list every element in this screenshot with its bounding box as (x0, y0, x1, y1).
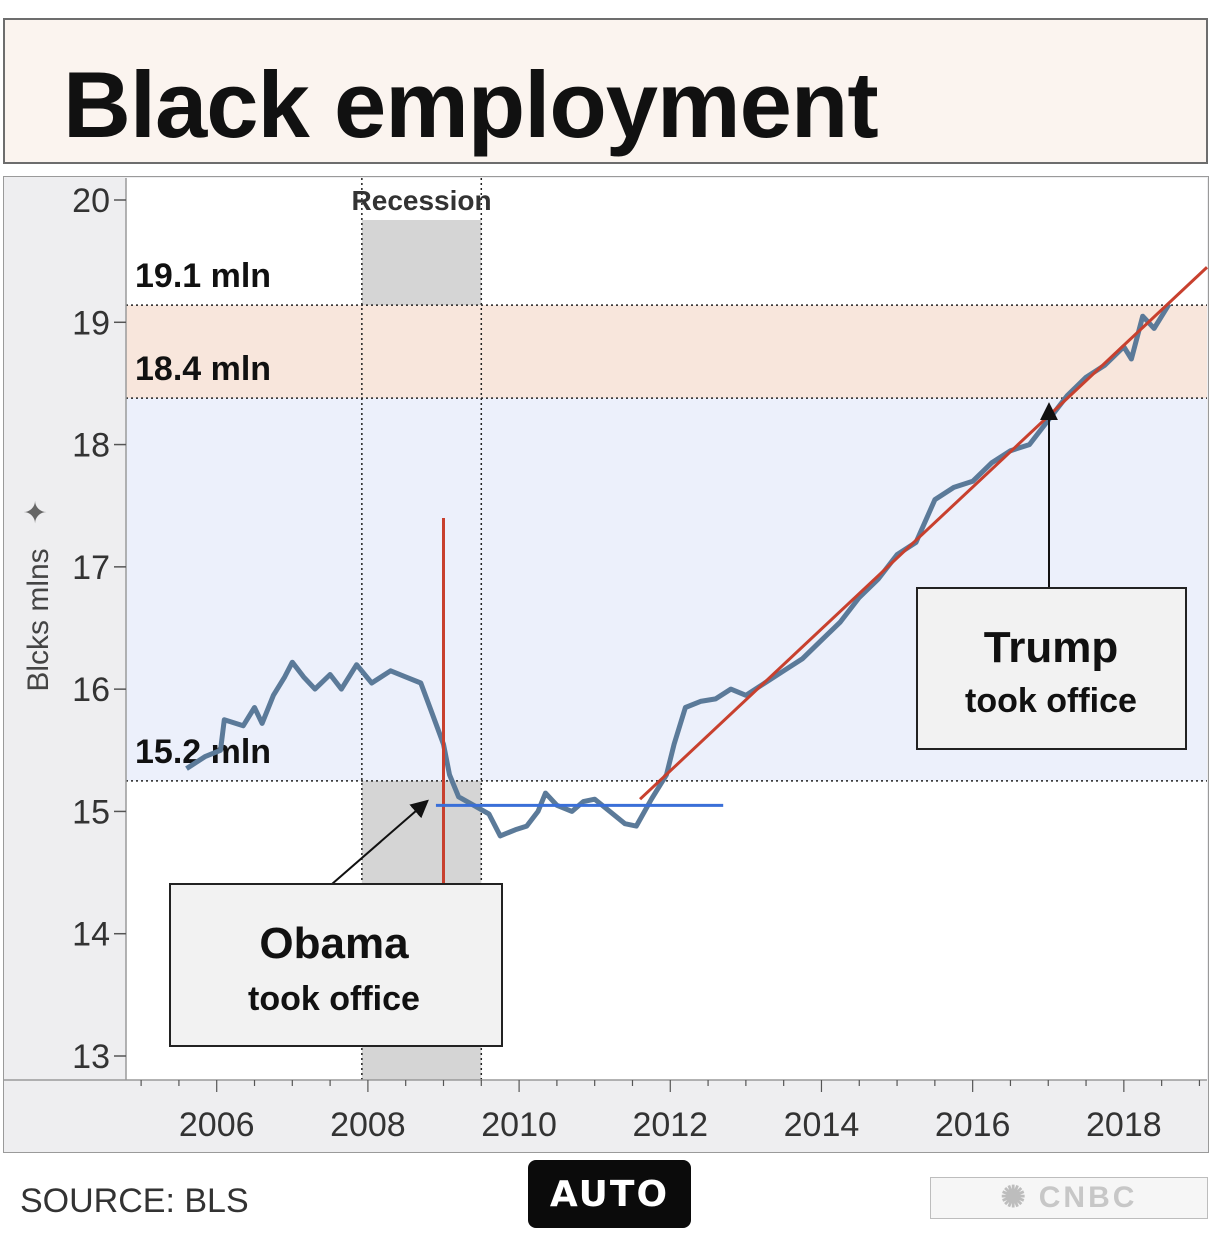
title-box: Black employment (3, 18, 1208, 164)
chart-title: Black employment (63, 52, 879, 157)
obama-annotation-box (169, 883, 503, 1047)
x-tick-label: 2006 (179, 1106, 255, 1144)
pin-icon: ✦ (19, 499, 54, 524)
employment-series-line (185, 302, 1172, 839)
reference-label: 19.1 mln (135, 257, 271, 295)
trump-annotation-title: Trump (984, 623, 1118, 672)
x-tick-label: 2016 (935, 1106, 1011, 1144)
x-tick-label: 2008 (330, 1106, 406, 1144)
x-tick-label: 2014 (784, 1106, 860, 1144)
reference-label: 15.2 mln (135, 733, 271, 771)
highlight-band (126, 305, 1207, 399)
reference-label: 18.4 mln (135, 350, 271, 388)
peacock-icon: ✺ (1000, 1181, 1029, 1214)
trump-annotation-box (916, 587, 1187, 750)
recession-shade-top (361, 220, 482, 306)
x-tick-label: 2018 (1086, 1106, 1162, 1144)
y-tick-label: 17 (72, 549, 110, 587)
x-tick-label: 2012 (632, 1106, 708, 1144)
y-axis-label: Blcks mlns (22, 548, 55, 691)
obama-annotation-sub: took office (248, 980, 420, 1018)
trump-annotation-sub: took office (965, 682, 1137, 720)
y-tick-label: 19 (72, 304, 110, 342)
growth-trend-line (639, 266, 1209, 801)
y-tick-label: 15 (72, 793, 110, 831)
employment-chart: Recession 19.1 mln 18.4 mln 15.2 mln 13 14 15 1… (3, 178, 1209, 1144)
y-tick-label: 18 (72, 427, 110, 465)
cnbc-logo: ✺ CNBC (930, 1177, 1208, 1219)
obama-annotation-title: Obama (259, 919, 409, 968)
obama-arrow (331, 799, 429, 885)
auto-button[interactable]: AUTO (528, 1160, 691, 1228)
source-note: SOURCE: BLS (20, 1182, 249, 1220)
cnbc-logo-text: CNBC (1038, 1181, 1138, 1214)
y-tick-label: 13 (72, 1038, 110, 1076)
y-tick-label: 20 (72, 182, 110, 220)
recession-label: Recession (352, 185, 492, 216)
x-tick-label: 2010 (481, 1106, 557, 1144)
y-tick-label: 14 (72, 916, 110, 954)
y-tick-label: 16 (72, 671, 110, 709)
